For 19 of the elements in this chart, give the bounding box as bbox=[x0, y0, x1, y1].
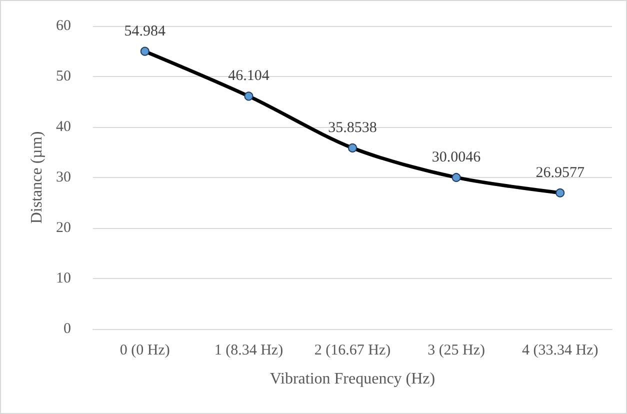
data-label: 46.104 bbox=[228, 68, 270, 84]
x-axis-title: Vibration Frequency (Hz) bbox=[270, 370, 436, 388]
data-label: 26.9577 bbox=[536, 164, 585, 181]
y-tick-label: 0 bbox=[64, 321, 71, 337]
x-tick-label: 0 (0 Hz) bbox=[120, 342, 170, 358]
y-tick-label: 50 bbox=[56, 68, 71, 84]
data-label: 54.984 bbox=[124, 23, 166, 40]
data-label: 30.0046 bbox=[432, 149, 482, 166]
y-tick-label: 10 bbox=[56, 270, 71, 286]
y-tick-label: 60 bbox=[56, 18, 71, 34]
x-tick-label: 1 (8.34 Hz) bbox=[214, 342, 284, 358]
x-tick-label: 2 (16.67 Hz) bbox=[314, 342, 391, 358]
y-axis-title: Distance (µm) bbox=[28, 131, 46, 224]
x-tick-label: 4 (33.34 Hz) bbox=[522, 342, 598, 358]
data-label: 35.8538 bbox=[328, 120, 377, 136]
x-tick-label: 3 (25 Hz) bbox=[428, 342, 486, 358]
y-tick-label: 20 bbox=[56, 220, 71, 236]
y-tick-label: 40 bbox=[56, 119, 71, 135]
y-tick-label: 30 bbox=[56, 170, 71, 186]
